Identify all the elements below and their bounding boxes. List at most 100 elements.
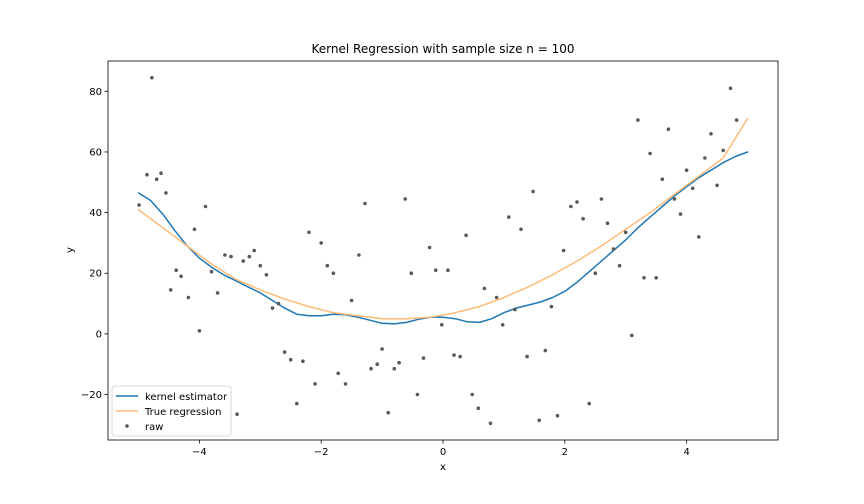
raw-point xyxy=(179,274,183,279)
x-tick-label: 2 xyxy=(562,447,568,458)
raw-point xyxy=(349,298,354,303)
raw-point xyxy=(164,191,168,195)
y-tick-label: 40 xyxy=(89,208,102,219)
raw-point xyxy=(440,323,444,327)
legend-label-kernel-estimator: kernel estimator xyxy=(145,392,228,403)
raw-point xyxy=(587,401,591,406)
raw-point xyxy=(264,273,269,277)
raw-point xyxy=(507,215,511,219)
raw-point xyxy=(415,392,420,397)
series-line-true-regression xyxy=(137,117,749,320)
legend: kernel estimator True regression raw xyxy=(111,385,232,437)
raw-point xyxy=(464,233,468,238)
raw-point xyxy=(623,230,628,235)
x-tick-label: −4 xyxy=(192,447,207,458)
y-tick-label: 60 xyxy=(89,147,102,158)
raw-point xyxy=(715,183,719,188)
raw-point xyxy=(569,204,573,209)
series-line-kernel-estimator xyxy=(137,151,749,325)
raw-point xyxy=(369,366,373,371)
raw-point xyxy=(282,350,287,354)
y-tick-label: 0 xyxy=(96,329,102,340)
raw-point xyxy=(581,216,585,221)
raw-point xyxy=(343,382,348,386)
raw-point xyxy=(313,382,317,386)
raw-point xyxy=(728,86,733,91)
raw-point xyxy=(543,348,548,353)
raw-point xyxy=(575,200,579,204)
raw-point xyxy=(215,291,220,295)
raw-point xyxy=(168,288,173,292)
raw-point xyxy=(295,401,299,406)
raw-point xyxy=(397,360,401,365)
raw-point xyxy=(593,271,598,276)
raw-point xyxy=(241,259,245,263)
raw-point xyxy=(301,359,305,364)
raw-point xyxy=(186,295,191,300)
raw-point xyxy=(154,177,159,181)
raw-point xyxy=(223,253,227,257)
x-tick-label: 0 xyxy=(440,447,446,458)
raw-point xyxy=(599,197,604,201)
y-axis: −20 0 20 40 60 80 xyxy=(81,87,108,401)
raw-point xyxy=(363,201,367,206)
raw-point xyxy=(452,353,456,357)
legend-swatch-raw xyxy=(125,424,129,428)
raw-point xyxy=(470,392,475,397)
raw-point xyxy=(605,221,610,225)
raw-point xyxy=(319,241,324,245)
raw-point xyxy=(666,127,671,131)
raw-point xyxy=(494,295,499,300)
y-tick-label: −20 xyxy=(81,390,102,401)
raw-point xyxy=(421,356,426,360)
raw-point xyxy=(500,323,505,327)
raw-point xyxy=(145,172,149,177)
x-tick-label: −2 xyxy=(314,447,329,458)
raw-point xyxy=(386,410,391,415)
chart-title: Kernel Regression with sample size n = 1… xyxy=(312,42,575,56)
raw-point xyxy=(235,412,239,417)
raw-point xyxy=(403,197,408,201)
raw-point xyxy=(488,421,493,426)
raw-point xyxy=(336,371,341,376)
raw-point xyxy=(531,189,535,194)
raw-point xyxy=(636,118,640,122)
raw-point xyxy=(684,168,689,172)
raw-point xyxy=(288,357,293,362)
raw-point xyxy=(331,271,336,276)
raw-point xyxy=(192,227,197,232)
legend-label-raw: raw xyxy=(145,422,163,433)
raw-point xyxy=(197,329,202,333)
raw-point xyxy=(229,254,233,259)
raw-point xyxy=(409,271,414,276)
raw-point xyxy=(734,118,739,122)
raw-point xyxy=(159,171,163,175)
raw-point xyxy=(513,307,517,312)
raw-point xyxy=(252,248,256,253)
raw-point xyxy=(458,354,462,359)
raw-point xyxy=(375,362,380,367)
raw-point xyxy=(561,248,566,253)
raw-point xyxy=(427,245,432,250)
raw-point xyxy=(325,263,330,268)
y-tick-label: 20 xyxy=(89,269,102,280)
raw-point xyxy=(270,306,275,310)
raw-point xyxy=(446,268,450,273)
plot-content xyxy=(137,75,749,426)
raw-point xyxy=(482,286,487,291)
raw-point xyxy=(703,156,707,160)
raw-point xyxy=(276,301,281,306)
raw-point xyxy=(678,212,683,216)
raw-point xyxy=(654,276,658,280)
raw-point xyxy=(611,247,616,251)
x-axis-label: x xyxy=(440,462,446,473)
raw-point xyxy=(617,263,622,268)
y-axis-label: y xyxy=(65,247,76,253)
raw-point xyxy=(648,151,652,156)
raw-point xyxy=(537,418,541,423)
legend-box xyxy=(111,385,232,437)
raw-point xyxy=(549,304,554,309)
raw-point xyxy=(630,333,634,338)
raw-point xyxy=(307,230,311,235)
raw-point xyxy=(672,197,677,201)
